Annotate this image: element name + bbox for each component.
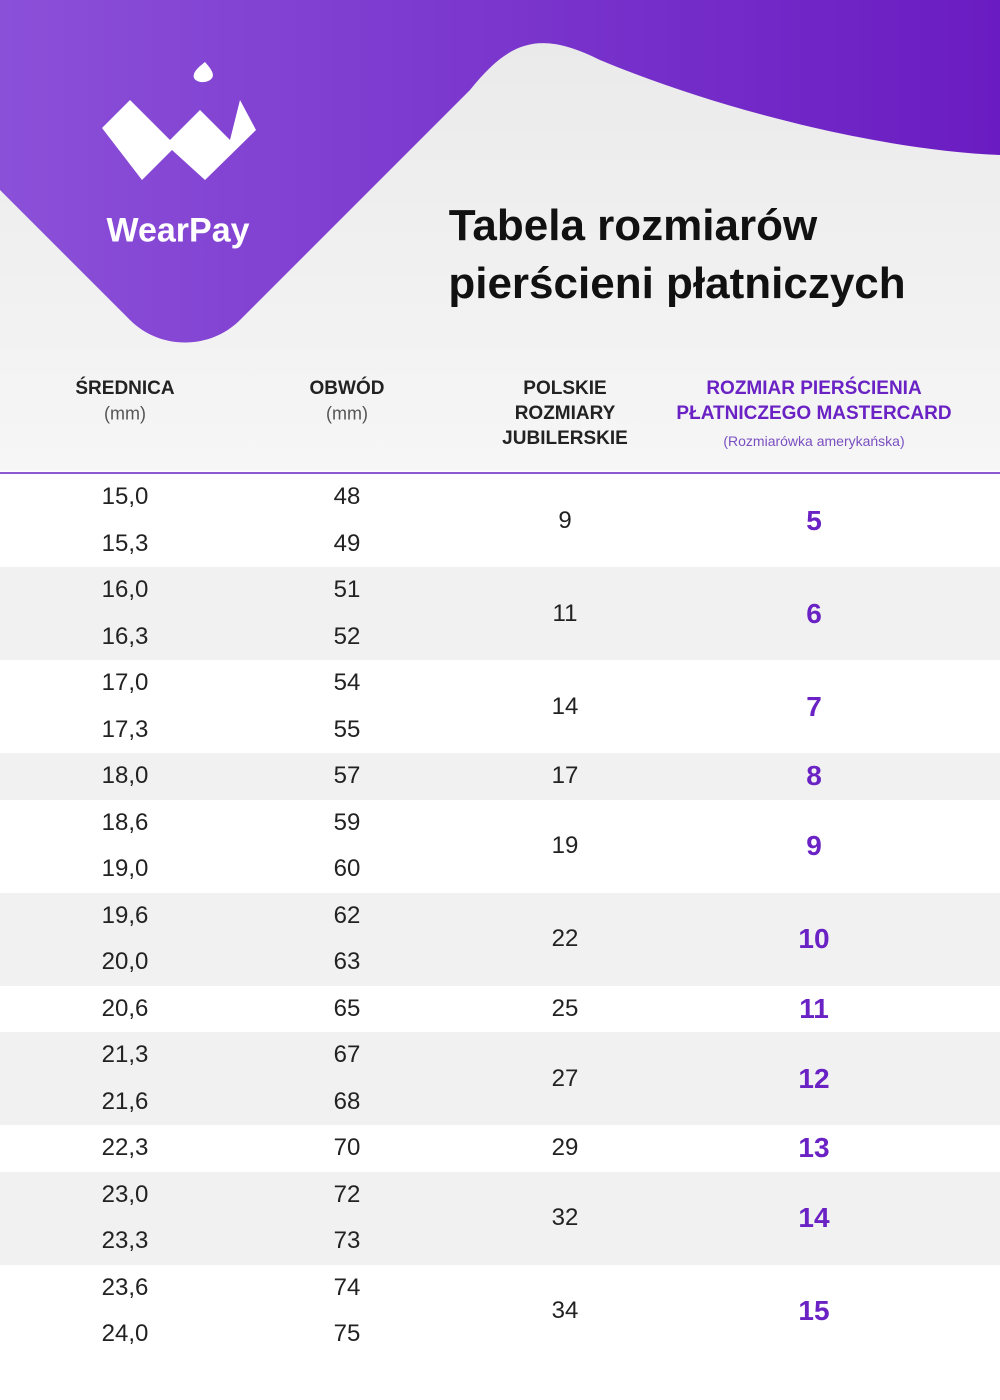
mastercard-size: 12 [798,1062,830,1094]
diameter: 16,0 [101,576,149,604]
diameter: 15,0 [101,483,149,511]
diameter: 22,3 [101,1134,149,1162]
mastercard-size: 13 [798,1132,830,1164]
diameter: 23,3 [101,1227,149,1255]
mastercard-size: 14 [798,1202,830,1233]
circumference: 75 [333,1320,361,1348]
row-group [0,567,1000,660]
circumference: 52 [333,622,361,650]
column-header: ROZMIARY [514,403,616,424]
title: Tabela rozmiarów [448,201,818,250]
diameter: 19,0 [101,855,149,883]
polish-size: 9 [558,506,572,534]
column-unit: (Rozmiarówka amerykańska) [723,433,905,449]
mastercard-size: 8 [806,760,822,792]
polish-size: 11 [552,599,578,627]
circumference: 63 [333,948,361,976]
row-group [0,474,1000,567]
column-unit: (mm) [104,403,146,424]
mastercard-size: 15 [798,1295,830,1326]
row-group [0,1032,1000,1125]
diameter: 19,6 [101,901,149,929]
circumference: 74 [333,1273,361,1301]
circumference: 57 [333,762,361,790]
polish-size: 27 [551,1064,579,1092]
diameter: 20,0 [101,948,149,976]
circumference: 51 [333,576,361,604]
row-group [0,753,1000,800]
circumference: 62 [333,901,361,929]
circumference: 54 [333,669,361,697]
diameter: 17,3 [101,715,149,743]
column-header: JUBILERSKIE [502,428,628,449]
mastercard-size: 11 [799,992,829,1024]
header-background [0,0,1000,474]
column-header: ROZMIAR PIERŚCIENIA [706,378,922,399]
title: pierścieni płatniczych [448,259,906,308]
row-group [0,892,1000,986]
circumference: 67 [333,1041,361,1069]
circumference: 72 [333,1180,361,1208]
diameter: 21,6 [101,1087,149,1115]
column-header: POLSKIE [523,378,607,399]
circumference: 73 [333,1227,361,1255]
diameter: 24,0 [101,1320,149,1348]
circumference: 68 [333,1087,361,1115]
diameter: 17,0 [101,669,149,697]
polish-size: 25 [551,994,579,1022]
circumference: 55 [333,715,361,743]
diameter: 16,3 [101,622,149,650]
column-header: ŚREDNICA [75,378,175,399]
mastercard-size: 5 [806,504,822,536]
diameter: 21,3 [101,1041,149,1069]
polish-size: 29 [551,1134,579,1162]
circumference: 48 [333,483,361,511]
circumference: 65 [333,994,361,1022]
polish-size: 34 [551,1297,579,1324]
mastercard-size: 9 [806,830,822,861]
row-group [0,985,1000,1032]
diameter: 23,0 [101,1180,149,1208]
diameter: 18,6 [101,808,149,836]
row-group [0,1171,1000,1265]
circumference: 60 [333,855,361,883]
mastercard-size: 6 [806,597,822,629]
diameter: 15,3 [101,529,149,557]
polish-size: 17 [551,762,579,790]
row-group [0,1125,1000,1172]
polish-size: 22 [551,925,579,952]
row-group [0,799,1000,893]
polish-size: 19 [551,832,579,859]
diameter: 18,0 [101,762,149,790]
circumference: 49 [333,529,361,557]
column-unit: (mm) [326,403,368,424]
polish-size: 32 [551,1204,579,1231]
circumference: 59 [333,808,361,836]
diameter: 23,6 [101,1273,149,1301]
column-header: OBWÓD [309,378,385,399]
diameter: 20,6 [101,994,149,1022]
row-group [0,1264,1000,1358]
row-group [0,660,1000,753]
mastercard-size: 10 [798,923,830,954]
column-header: PŁATNICZEGO MASTERCARD [676,403,952,424]
brand: WearPay [106,211,250,250]
polish-size: 14 [551,692,579,720]
circumference: 70 [333,1134,361,1162]
mastercard-size: 7 [806,690,822,722]
